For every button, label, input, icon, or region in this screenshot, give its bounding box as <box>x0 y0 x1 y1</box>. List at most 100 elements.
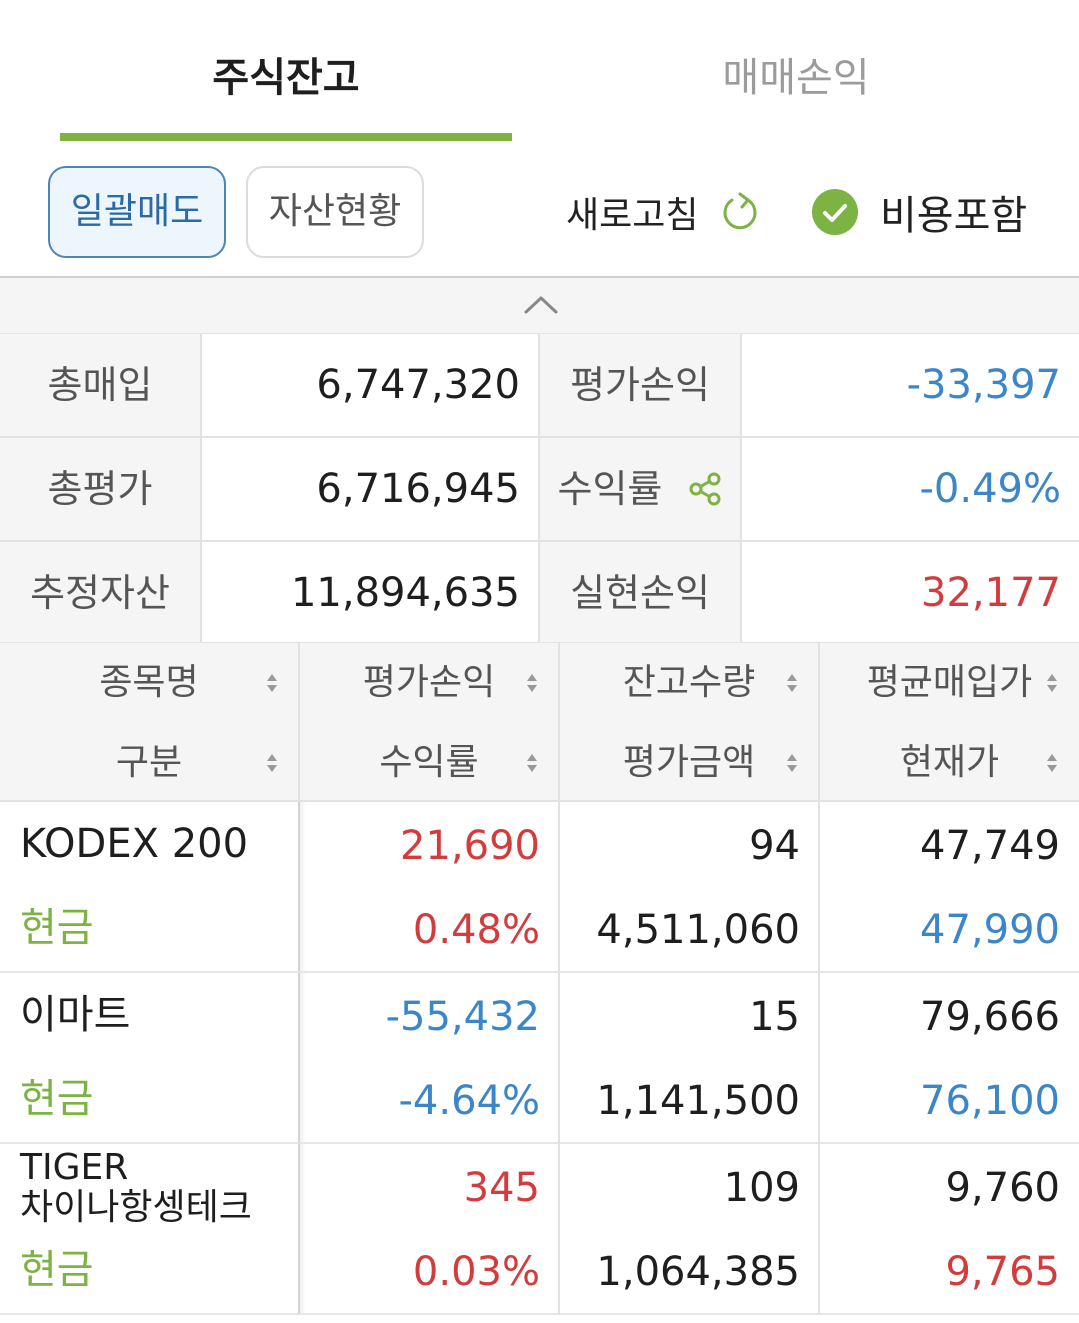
column-divider <box>818 973 820 1144</box>
table-row[interactable]: TIGER 차이나항셍테크 현금 345 0.03% 109 1,064,385… <box>0 1144 1079 1315</box>
column-divider <box>298 1144 300 1315</box>
column-divider <box>558 973 560 1144</box>
tab-bar: 주식잔고 매매손익 <box>0 0 1079 142</box>
header-avg-price[interactable]: 평균매입가 <box>820 643 1079 723</box>
header-category[interactable]: 구분 <box>0 723 298 803</box>
eval-pl-cell: 345 <box>463 1165 540 1211</box>
return-label-cell: 수익률 <box>540 438 742 540</box>
est-assets-value: 11,894,635 <box>202 542 540 644</box>
summary-row: 총매입 6,747,320 평가손익 -33,397 <box>0 334 1079 438</box>
eval-pl-value: -33,397 <box>906 362 1061 408</box>
sort-icon <box>1047 674 1057 692</box>
current-price-cell: 76,100 <box>920 1078 1060 1124</box>
table-row[interactable]: KODEX 200 현금 21,690 0.48% 94 4,511,060 4… <box>0 802 1079 973</box>
active-tab-indicator <box>60 133 512 141</box>
header-label: 구분 <box>115 742 183 783</box>
sort-icon <box>527 754 537 772</box>
column-shadow <box>298 802 306 971</box>
qty-cell: 109 <box>723 1165 800 1211</box>
total-purchase-label: 총매입 <box>0 334 202 436</box>
sort-icon <box>527 674 537 692</box>
chevron-up-icon <box>524 296 558 314</box>
avg-price-cell: 47,749 <box>920 823 1060 869</box>
header-eval-pl[interactable]: 평가손익 <box>300 643 558 723</box>
realized-pl-value: 32,177 <box>921 570 1061 616</box>
avg-price-cell: 9,760 <box>945 1165 1060 1211</box>
holdings-table-body: KODEX 200 현금 21,690 0.48% 94 4,511,060 4… <box>0 802 1079 1315</box>
current-price-cell: 47,990 <box>920 907 1060 953</box>
column-divider <box>558 1144 560 1315</box>
header-label: 잔고수량 <box>622 662 756 703</box>
return-cell: -4.64% <box>398 1078 540 1124</box>
stock-name: 이마트 <box>20 992 131 1038</box>
header-return[interactable]: 수익률 <box>300 723 558 803</box>
return-cell: 0.03% <box>412 1249 540 1295</box>
eval-pl-cell: -55,432 <box>385 994 540 1040</box>
summary-row: 추정자산 11,894,635 실현손익 32,177 <box>0 542 1079 646</box>
column-divider <box>298 802 300 973</box>
sort-icon <box>1047 754 1057 772</box>
header-label: 평가손익 <box>362 662 496 703</box>
eval-amount-cell: 1,141,500 <box>596 1078 800 1124</box>
summary-grid: 총매입 6,747,320 평가손익 -33,397 총평가 6,716,945… <box>0 334 1079 646</box>
eval-amount-cell: 1,064,385 <box>596 1249 800 1295</box>
est-assets-label: 추정자산 <box>0 542 202 644</box>
tab-trade-pl[interactable]: 매매손익 <box>722 55 870 101</box>
column-shadow <box>298 1144 306 1313</box>
summary-row: 총평가 6,716,945 수익률 -0.49% <box>0 438 1079 542</box>
header-current-price[interactable]: 현재가 <box>820 723 1079 803</box>
bulk-sell-button[interactable]: 일괄매도 <box>48 166 226 258</box>
share-icon[interactable] <box>688 472 722 506</box>
sort-icon <box>267 674 277 692</box>
holdings-table-header: 종목명 평가손익 잔고수량 평균매입가 구분 수익률 평가금액 현재가 <box>0 642 1079 803</box>
qty-cell: 15 <box>749 994 800 1040</box>
refresh-icon <box>724 192 757 230</box>
total-eval-value: 6,716,945 <box>202 438 540 540</box>
return-label: 수익률 <box>557 467 663 511</box>
toolbar: 일괄매도 자산현황 새로고침 비용포함 <box>0 142 1079 276</box>
stock-category: 현금 <box>20 1247 94 1293</box>
sort-icon <box>787 754 797 772</box>
current-price-cell: 9,765 <box>945 1249 1060 1295</box>
table-row[interactable]: 이마트 현금 -55,432 -4.64% 15 1,141,500 79,66… <box>0 973 1079 1144</box>
asset-status-button[interactable]: 자산현황 <box>246 166 424 258</box>
eval-amount-cell: 4,511,060 <box>596 907 800 953</box>
header-qty[interactable]: 잔고수량 <box>560 643 818 723</box>
column-divider <box>298 643 300 803</box>
include-fees-toggle[interactable]: 비용포함 <box>810 182 1027 242</box>
column-shadow <box>298 973 306 1142</box>
header-stock-name[interactable]: 종목명 <box>0 643 298 723</box>
sort-icon <box>267 754 277 772</box>
tab-stock-balance[interactable]: 주식잔고 <box>212 55 360 101</box>
header-label: 평균매입가 <box>866 662 1033 703</box>
return-value: -0.49% <box>919 466 1061 512</box>
check-circle-icon <box>812 189 858 235</box>
column-divider <box>558 802 560 973</box>
header-eval-amount[interactable]: 평가금액 <box>560 723 818 803</box>
eval-pl-cell: 21,690 <box>400 823 540 869</box>
eval-pl-label: 평가손익 <box>540 334 742 436</box>
column-divider <box>558 643 560 803</box>
summary-collapse-bar[interactable] <box>0 276 1079 334</box>
column-divider <box>818 1144 820 1315</box>
sort-icon <box>787 674 797 692</box>
stock-name: TIGER 차이나항셍테크 <box>20 1148 290 1228</box>
column-divider <box>818 802 820 973</box>
stock-category: 현금 <box>20 1076 94 1122</box>
qty-cell: 94 <box>749 823 800 869</box>
stock-name-line2: 차이나항셍테크 <box>20 1187 252 1228</box>
header-label: 평가금액 <box>622 742 756 783</box>
column-divider <box>818 643 820 803</box>
header-label: 수익률 <box>379 742 479 783</box>
avg-price-cell: 79,666 <box>920 994 1060 1040</box>
include-fees-label: 비용포함 <box>880 193 1028 239</box>
refresh-button[interactable]: 새로고침 <box>566 182 762 242</box>
header-label: 현재가 <box>899 742 1000 783</box>
total-eval-label: 총평가 <box>0 438 202 540</box>
refresh-label: 새로고침 <box>566 195 699 236</box>
header-label: 종목명 <box>99 662 199 703</box>
realized-pl-label: 실현손익 <box>540 542 742 644</box>
stock-name: KODEX 200 <box>20 821 249 867</box>
stock-name-line1: TIGER <box>20 1147 129 1188</box>
total-purchase-value: 6,747,320 <box>202 334 540 436</box>
